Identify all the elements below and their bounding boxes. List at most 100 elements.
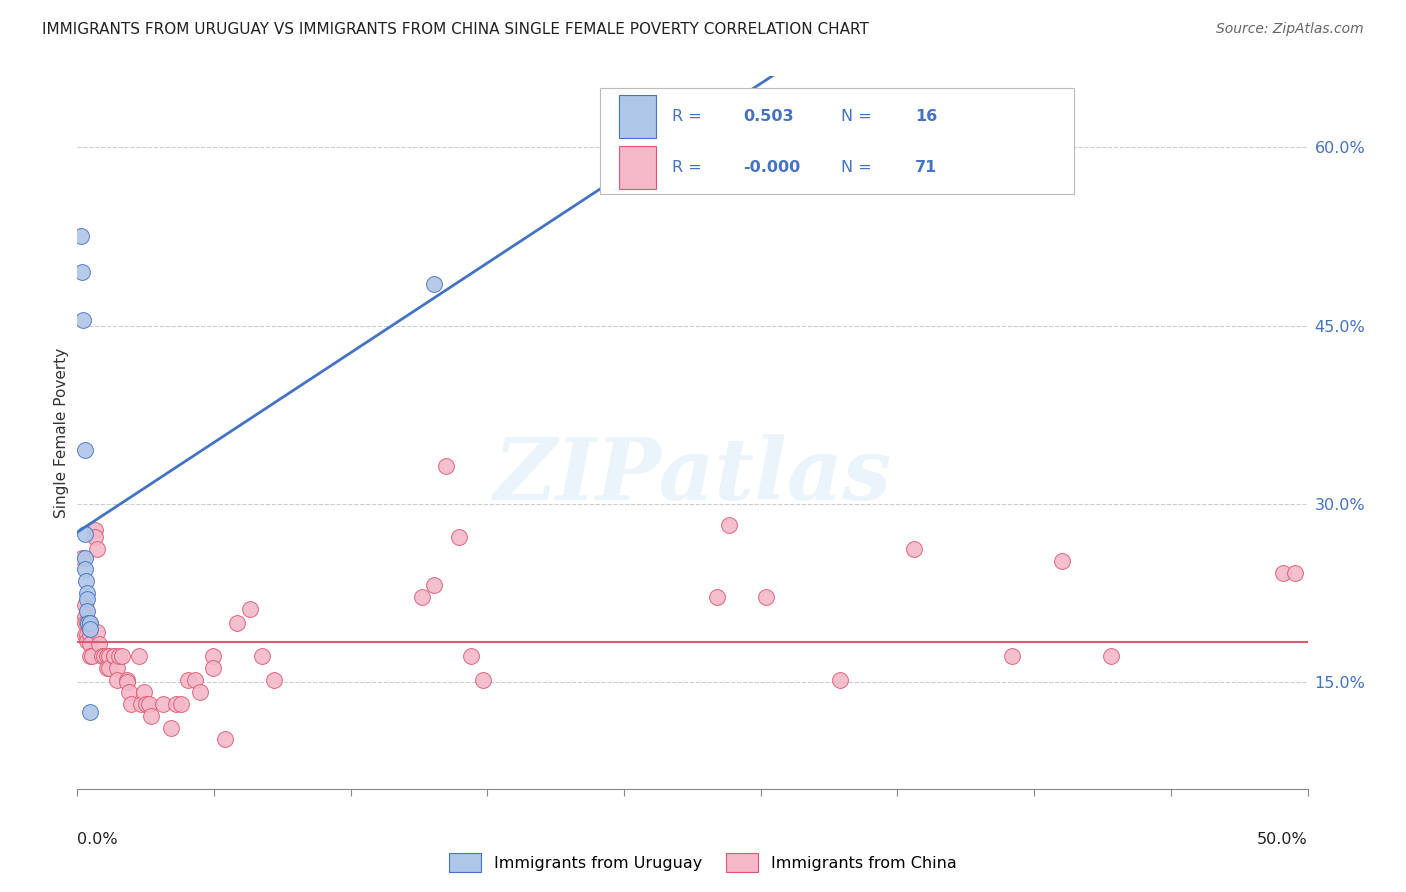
Text: 16: 16 (915, 109, 938, 124)
Point (108, 649, 131, 664)
Point (1001, 649, 1024, 664)
Point (105, 661, 128, 675)
Point (79, 622, 101, 636)
Point (263, 673, 285, 687)
Point (70, 265, 93, 279)
Point (82, 649, 104, 664)
Point (90, 649, 114, 664)
Point (706, 590, 728, 604)
Point (73, 526, 96, 541)
Point (96, 661, 118, 675)
Point (214, 732, 236, 747)
Point (83, 523, 105, 537)
Point (72, 312, 94, 326)
Point (118, 685, 141, 699)
Text: Source: ZipAtlas.com: Source: ZipAtlas.com (1216, 22, 1364, 37)
Point (138, 697, 160, 711)
Point (1099, 649, 1122, 664)
Point (132, 685, 155, 699)
Point (96, 649, 118, 664)
Point (73, 610, 96, 624)
Point (239, 601, 262, 615)
Point (76, 615, 98, 630)
Point (1272, 566, 1295, 580)
FancyBboxPatch shape (600, 88, 1074, 194)
FancyBboxPatch shape (619, 95, 655, 138)
Point (903, 542, 925, 557)
Point (79, 615, 101, 630)
Point (86, 542, 108, 557)
Point (111, 649, 132, 664)
Point (77, 615, 100, 630)
Text: 0.0%: 0.0% (77, 832, 118, 847)
Point (105, 673, 128, 687)
Text: N =: N = (841, 160, 877, 175)
Point (472, 673, 495, 687)
Point (1050, 554, 1073, 568)
Point (447, 530, 470, 544)
Point (89, 637, 111, 651)
Point (184, 673, 207, 687)
Point (436, 458, 458, 473)
Point (73, 550, 96, 565)
Point (73, 598, 96, 612)
Point (121, 697, 143, 711)
Text: ZIPatlas: ZIPatlas (494, 434, 891, 517)
Point (76, 604, 98, 618)
Point (79, 622, 101, 636)
Point (177, 673, 200, 687)
Point (718, 518, 741, 533)
Point (73, 562, 96, 576)
Point (103, 649, 125, 664)
Point (250, 649, 273, 664)
Text: -0.000: -0.000 (742, 160, 800, 175)
Point (73, 615, 96, 630)
Point (423, 277, 446, 291)
Point (79, 628, 101, 642)
Point (93, 649, 115, 664)
Point (79, 649, 101, 664)
Point (98, 649, 121, 664)
Point (73, 628, 96, 642)
Point (70, 229, 93, 244)
Point (73, 443, 96, 458)
FancyBboxPatch shape (619, 145, 655, 188)
Point (201, 661, 224, 675)
Point (70, 550, 93, 565)
Text: IMMIGRANTS FROM URUGUAY VS IMMIGRANTS FROM CHINA SINGLE FEMALE POVERTY CORRELATI: IMMIGRANTS FROM URUGUAY VS IMMIGRANTS FR… (42, 22, 869, 37)
Point (1284, 566, 1306, 580)
Legend: Immigrants from Uruguay, Immigrants from China: Immigrants from Uruguay, Immigrants from… (441, 845, 965, 880)
Text: 0.503: 0.503 (742, 109, 793, 124)
Point (79, 615, 101, 630)
Point (170, 697, 193, 711)
Point (76, 628, 98, 642)
Point (141, 708, 163, 723)
Y-axis label: Single Female Poverty: Single Female Poverty (53, 348, 69, 517)
Point (115, 675, 138, 690)
Point (411, 590, 433, 604)
Point (135, 697, 157, 711)
Point (76, 592, 98, 607)
Point (423, 578, 446, 592)
Point (131, 697, 153, 711)
Point (79, 637, 101, 651)
Point (152, 697, 174, 711)
Point (165, 697, 187, 711)
Point (79, 705, 101, 719)
Point (160, 721, 183, 735)
Point (83, 530, 105, 544)
Point (76, 633, 98, 648)
Point (226, 615, 249, 630)
Point (460, 649, 482, 664)
Text: 71: 71 (915, 160, 938, 175)
Point (103, 649, 125, 664)
Point (201, 649, 224, 664)
Point (755, 590, 778, 604)
Text: N =: N = (841, 109, 877, 124)
Point (98, 661, 121, 675)
Text: R =: R = (672, 160, 706, 175)
Point (830, 673, 852, 687)
Text: R =: R = (672, 109, 706, 124)
Point (128, 649, 150, 664)
Point (86, 625, 108, 640)
